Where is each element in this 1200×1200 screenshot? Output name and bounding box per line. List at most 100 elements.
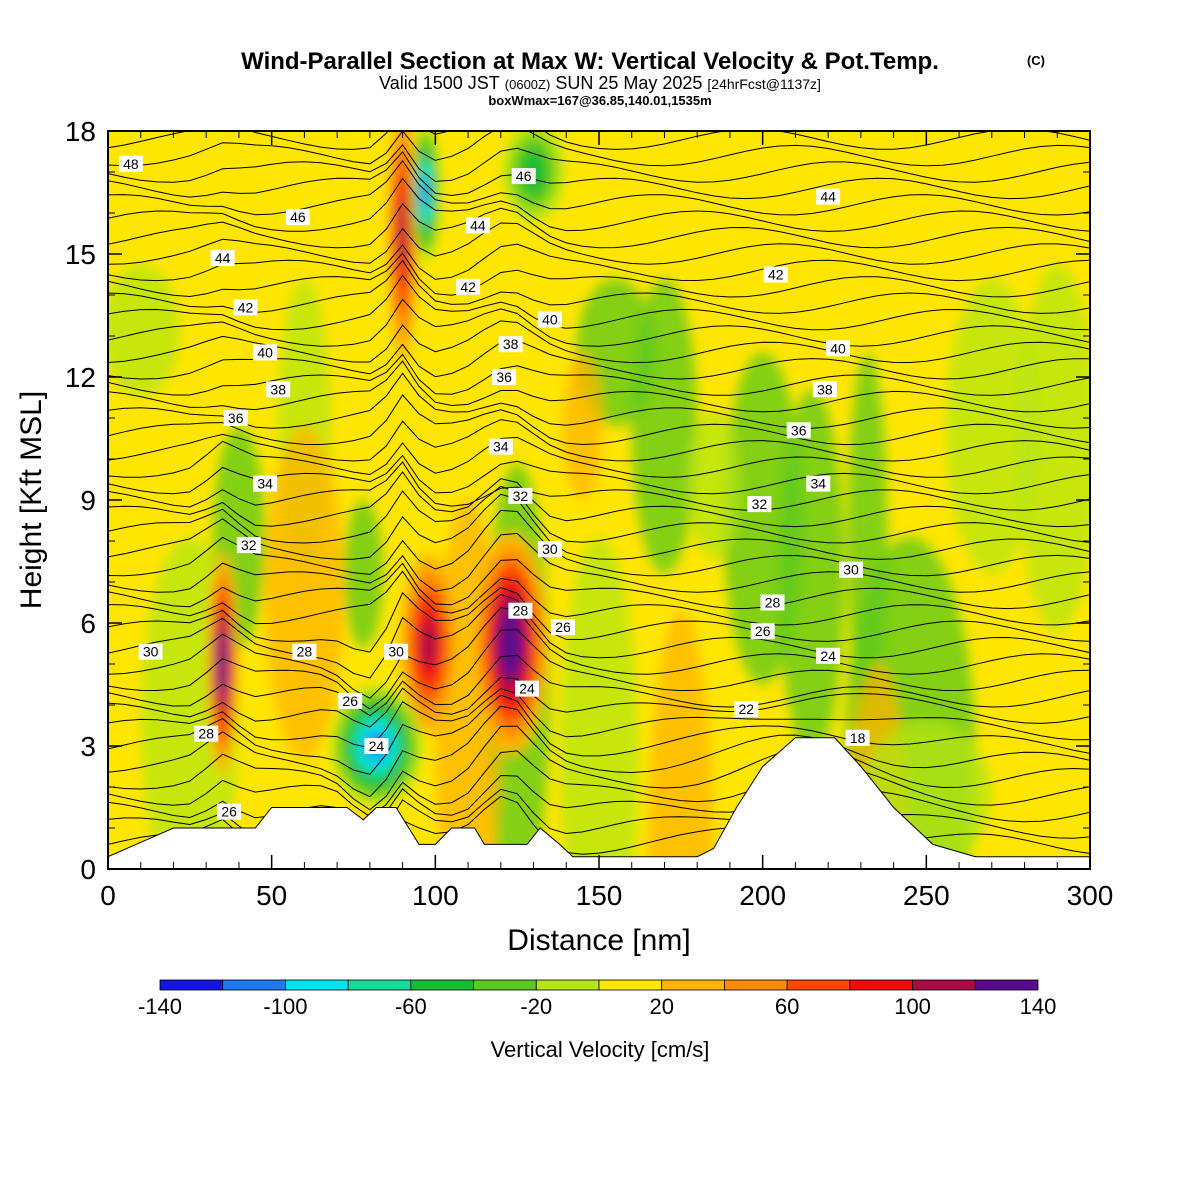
theta-label-text: 36 [228,410,244,426]
theta-label-box [253,344,278,361]
colorbar-swatch [974,979,1039,991]
theta-label-box [511,168,536,185]
colorbar: -140 -100 -60 -20 20 60 100 140 [138,979,1056,1019]
valid-time-line: Valid 1500 JST (0600Z) SUN 25 May 2025 [24h… [379,73,821,93]
theta-contour [108,436,1090,478]
theta-contour [108,694,1090,775]
theta-contour [108,509,1090,577]
theta-contour [108,259,1090,314]
theta-contour [108,394,1090,446]
colorbar-tick-label: -140 [138,994,182,1019]
theta-label-box [253,475,278,492]
theta-label: 28 [194,725,219,742]
velocity-band [108,263,181,397]
theta-label-text: 26 [221,804,237,820]
theta-label-box [747,496,772,513]
theta-label-box [118,155,143,172]
theta-label-box [812,381,837,398]
theta-label-text: 30 [843,562,859,578]
theta-contour [108,252,1090,298]
theta-label: 36 [223,410,248,426]
theta-contour [108,570,1090,626]
theta-label-text: 26 [555,619,571,635]
theta-label: 40 [253,344,278,361]
theta-label: 28 [292,643,317,660]
theta-label: 30 [839,561,863,578]
theta-contour [108,493,1090,560]
colorbar-swatch [661,979,725,991]
x-tick-label: 0 [100,880,116,911]
colorbar-swatch [285,979,349,991]
theta-label: 44 [210,250,235,267]
theta-contour [108,274,1090,331]
theta-label-text: 32 [513,488,529,504]
theta-label: 26 [551,619,575,636]
x-tick-label: 200 [739,880,786,911]
updraft-core [503,621,518,666]
theta-label-text: 42 [238,299,254,315]
theta-label-text: 44 [215,250,231,266]
velocity-band [1017,263,1090,633]
theta-label-text: 44 [470,217,486,233]
theta-label-box [498,336,523,353]
theta-label: 36 [492,369,517,385]
theta-label: 24 [816,647,841,664]
colorbar-swatch [724,979,788,991]
theta-label: 44 [465,217,490,234]
theta-contour [108,654,1090,717]
theta-label-box [839,561,863,578]
theta-contour [108,151,1090,200]
theta-label-text: 32 [241,537,257,553]
theta-label-box [194,725,219,742]
colorbar-swatch [473,979,537,991]
colorbar-title: Vertical Velocity [cm/s] [491,1037,710,1062]
theta-contour [108,725,1090,811]
theta-label-text: 24 [519,681,535,697]
theta-label-box [537,541,562,558]
theta-contour [108,177,1090,232]
theta-label-text: 42 [768,267,784,283]
x-axis-label: Distance [nm] [507,924,690,957]
theta-label-text: 38 [270,381,286,397]
theta-label: 42 [456,278,481,295]
theta-contour [108,461,1090,511]
theta-label-text: 40 [257,344,273,360]
x-tick-label: 300 [1067,880,1114,911]
theta-label-box [285,209,310,226]
velocity-band [265,426,344,759]
updraft-core [421,618,437,669]
theta-label-box [138,643,163,660]
theta-label-text: 34 [493,439,509,455]
chart-title: Wind-Parallel Section at Max W: Vertical… [241,48,939,75]
vertical-velocity-field: 48 46 44 42 40 38 36 34 32 30 28 26 28 26 24 30 46 44 42 40… [108,131,1090,869]
colorbar-tick-label: -60 [395,994,427,1019]
theta-label-box [750,623,775,640]
theta-contour [108,298,1090,347]
theta-label-text: 32 [752,496,768,512]
updraft-core [398,198,407,269]
theta-label: 30 [537,541,562,558]
theta-label-box [456,278,481,295]
theta-label: 34 [253,475,278,492]
theta-contour [108,353,1090,396]
theta-label-box [515,680,539,697]
theta-label-box [508,487,533,504]
theta-label-box [508,602,533,619]
theta-contour [108,222,1090,265]
theta-contour [108,559,1090,610]
colorbar-tick-label: 20 [649,994,673,1019]
theta-label-box [223,410,248,426]
theta-label: 42 [763,266,788,283]
theta-label-text: 42 [460,279,476,295]
theta-label: 28 [760,594,785,611]
theta-contour [108,202,1090,249]
theta-label-text: 34 [257,476,273,492]
colorbar-tick-label: 60 [775,994,799,1019]
y-axis-label: Height [Kft MSL] [15,391,48,609]
theta-label: 26 [217,803,242,820]
theta-label-text: 26 [342,693,358,709]
theta-label: 26 [750,623,775,640]
theta-label-box [364,738,389,754]
theta-label-text: 46 [516,168,532,184]
